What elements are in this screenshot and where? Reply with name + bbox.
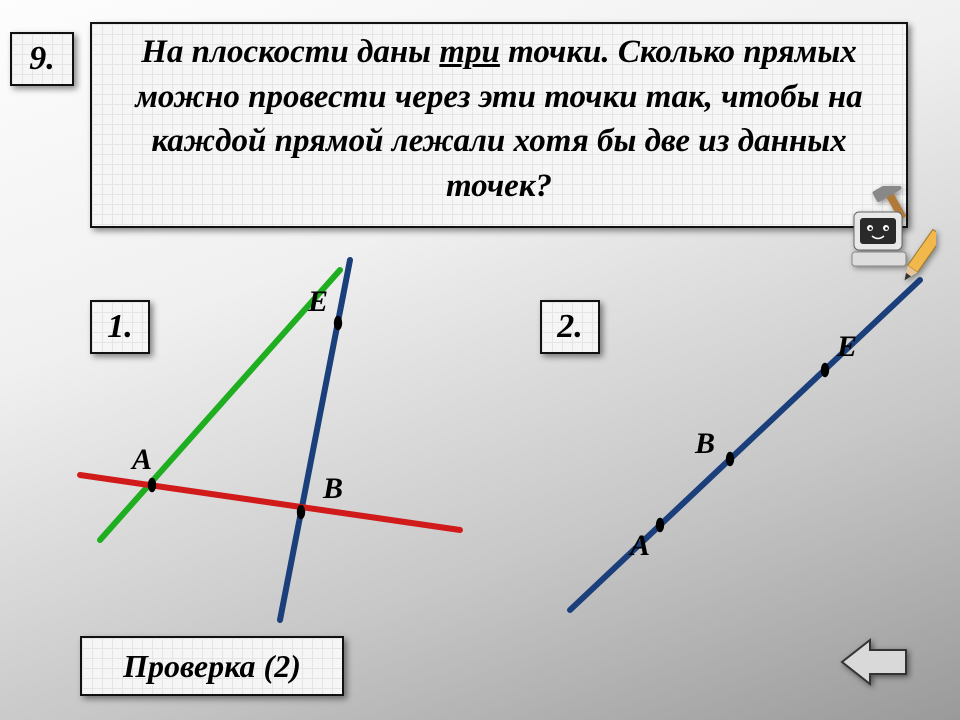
- slide-page: 9. На плоскости даны три точки. Сколько …: [0, 0, 960, 720]
- label-A: A: [130, 443, 152, 476]
- question-number-badge: 9.: [10, 32, 74, 86]
- point-A: [148, 478, 156, 492]
- label-B: B: [694, 427, 715, 460]
- label-E: E: [307, 285, 328, 318]
- point-E: [334, 316, 342, 330]
- check-label: Проверка (2): [123, 648, 301, 685]
- label-A: A: [628, 529, 650, 562]
- point-E: [821, 363, 829, 377]
- line-blue: [570, 280, 920, 610]
- back-arrow-button[interactable]: [840, 636, 910, 688]
- question-text-part1: На плоскости даны: [141, 34, 439, 70]
- mascot-icon: [836, 186, 936, 286]
- question-text-underlined: три: [439, 34, 500, 70]
- point-B: [726, 452, 734, 466]
- back-arrow-icon: [842, 640, 906, 684]
- label-E: E: [836, 330, 857, 363]
- question-number-text: 9.: [29, 40, 55, 78]
- point-A: [656, 518, 664, 532]
- question-box: На плоскости даны три точки. Сколько пря…: [90, 22, 908, 228]
- diagram-1: E A B: [60, 240, 500, 640]
- label-B: B: [322, 472, 343, 505]
- diagram-2: A B E: [520, 240, 940, 640]
- check-button[interactable]: Проверка (2): [80, 636, 344, 696]
- point-B: [297, 505, 305, 519]
